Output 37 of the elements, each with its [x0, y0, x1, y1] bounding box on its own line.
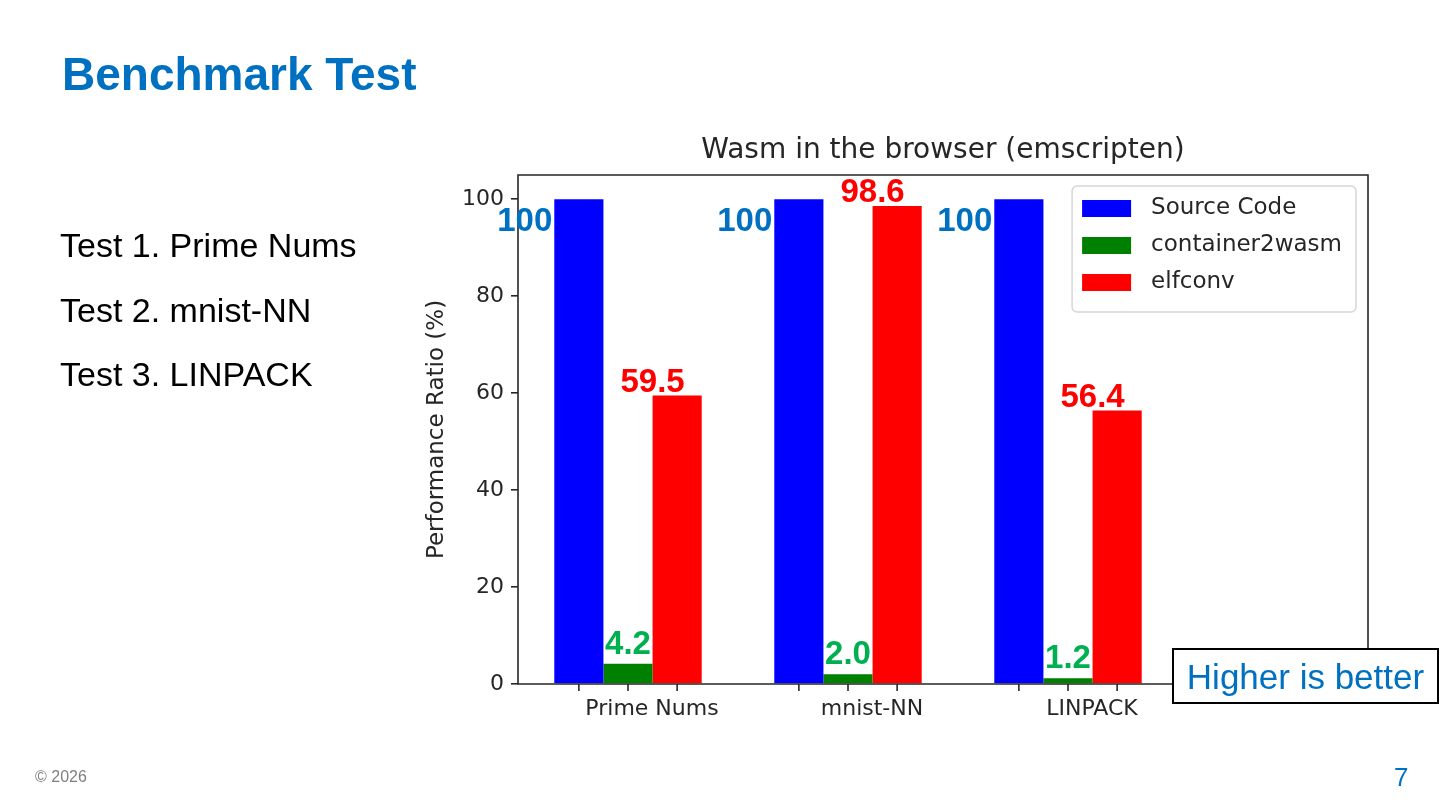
bar: [823, 674, 873, 684]
text: Benchmark Test: [62, 48, 417, 100]
x-tick-label: mnist-NN: [820, 694, 924, 720]
bar: [652, 395, 702, 684]
text: Test 2. mnist-NN: [60, 291, 312, 329]
data-label: 100: [717, 201, 773, 239]
data-label: 56.4: [1060, 376, 1126, 414]
legend-label: elfconv: [1151, 267, 1235, 294]
text: 7: [1394, 762, 1409, 792]
data-label: 98.6: [840, 172, 905, 210]
legend-label: Source Code: [1151, 193, 1297, 220]
y-tick-label: 40: [476, 475, 504, 501]
annotation: Higher is better: [1172, 648, 1439, 704]
data-label: 1.2: [1045, 638, 1091, 676]
x-tick-label: Prime Nums: [585, 694, 719, 720]
data-label: 2.0: [825, 634, 871, 672]
bar: [994, 199, 1044, 684]
bar: [1092, 410, 1142, 684]
text: © 2026: [35, 768, 87, 785]
bar: [1043, 678, 1093, 684]
data-label: 100: [937, 201, 993, 239]
y-tick-label: 20: [476, 572, 504, 598]
x-tick-label: LINPACK: [1046, 694, 1139, 720]
chart-title: Wasm in the browser (emscripten): [701, 132, 1185, 166]
data-label: 59.5: [620, 361, 685, 399]
data-label: 4.2: [605, 623, 651, 661]
bar: [603, 663, 653, 684]
y-tick-label: 80: [476, 281, 504, 307]
y-axis-title: Performance Ratio (%): [421, 299, 448, 560]
text: Test 3. LINPACK: [60, 355, 313, 393]
legend-label: container2wasm: [1151, 230, 1343, 257]
y-tick-label: 60: [476, 378, 504, 404]
bar: [774, 199, 824, 684]
y-tick-label: 0: [490, 669, 504, 695]
bar: [554, 199, 604, 684]
text: Test 1. Prime Nums: [60, 226, 357, 264]
bar: [872, 206, 922, 684]
